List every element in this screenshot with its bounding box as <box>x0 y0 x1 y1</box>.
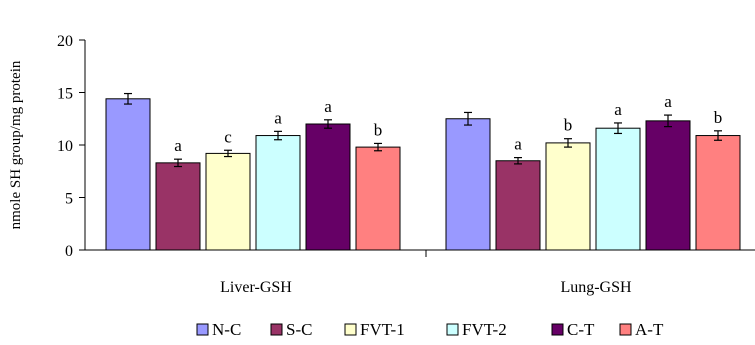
y-tick-label: 5 <box>65 191 73 208</box>
legend-label: S-C <box>286 320 312 339</box>
category-label: Lung-GSH <box>560 279 632 296</box>
significance-label: a <box>664 92 672 111</box>
y-tick-label: 20 <box>57 33 73 50</box>
legend-swatch-n-c <box>196 323 209 336</box>
bar-fvt-1-0 <box>205 152 251 251</box>
bar-a-t-0 <box>355 146 401 251</box>
category-labels: Liver-GSH Lung-GSH <box>220 279 632 296</box>
bar-fvt-2-0 <box>255 135 301 251</box>
bar-fvt-1-1 <box>545 142 591 251</box>
significance-label: c <box>224 127 232 146</box>
legend: N-C S-C FVT-1 FVT-2 C-T A-T <box>196 320 664 339</box>
y-tick-label: 10 <box>57 138 73 155</box>
legend-swatch-s-c <box>270 323 283 336</box>
category-label: Liver-GSH <box>220 279 292 296</box>
bar-n-c-0 <box>105 98 151 251</box>
legend-label: C-T <box>567 320 595 339</box>
bar-n-c-1 <box>445 118 491 251</box>
bar-c-t-1 <box>645 120 691 251</box>
significance-label: b <box>714 108 723 127</box>
bar-a-t-1 <box>695 135 741 251</box>
y-ticks: 0 5 10 15 20 <box>57 33 85 260</box>
significance-label: a <box>324 97 332 116</box>
legend-label: A-T <box>635 320 664 339</box>
significance-label: a <box>274 108 282 127</box>
error-bars <box>124 92 722 168</box>
y-tick-label: 15 <box>57 86 73 103</box>
legend-swatch-c-t <box>551 323 564 336</box>
legend-swatch-fvt-2 <box>446 323 459 336</box>
legend-label: FVT-1 <box>360 320 405 339</box>
bar-s-c-0 <box>155 162 201 251</box>
significance-label: a <box>514 135 522 154</box>
significance-label: a <box>614 100 622 119</box>
significance-label: a <box>174 136 182 155</box>
legend-label: N-C <box>212 320 241 339</box>
bar-s-c-1 <box>495 160 541 251</box>
significance-label: b <box>374 120 383 139</box>
y-tick-label: 0 <box>65 243 73 260</box>
bar-c-t-0 <box>305 123 351 251</box>
bars <box>105 98 741 251</box>
significance-labels: a a c b a a a a b b <box>174 92 722 155</box>
legend-swatch-a-t <box>619 323 632 336</box>
significance-label: b <box>564 116 573 135</box>
bar-fvt-2-1 <box>595 127 641 251</box>
legend-swatch-fvt-1 <box>344 323 357 336</box>
legend-label: FVT-2 <box>462 320 507 339</box>
y-axis-label: nmole SH group/mg protein <box>8 60 24 229</box>
